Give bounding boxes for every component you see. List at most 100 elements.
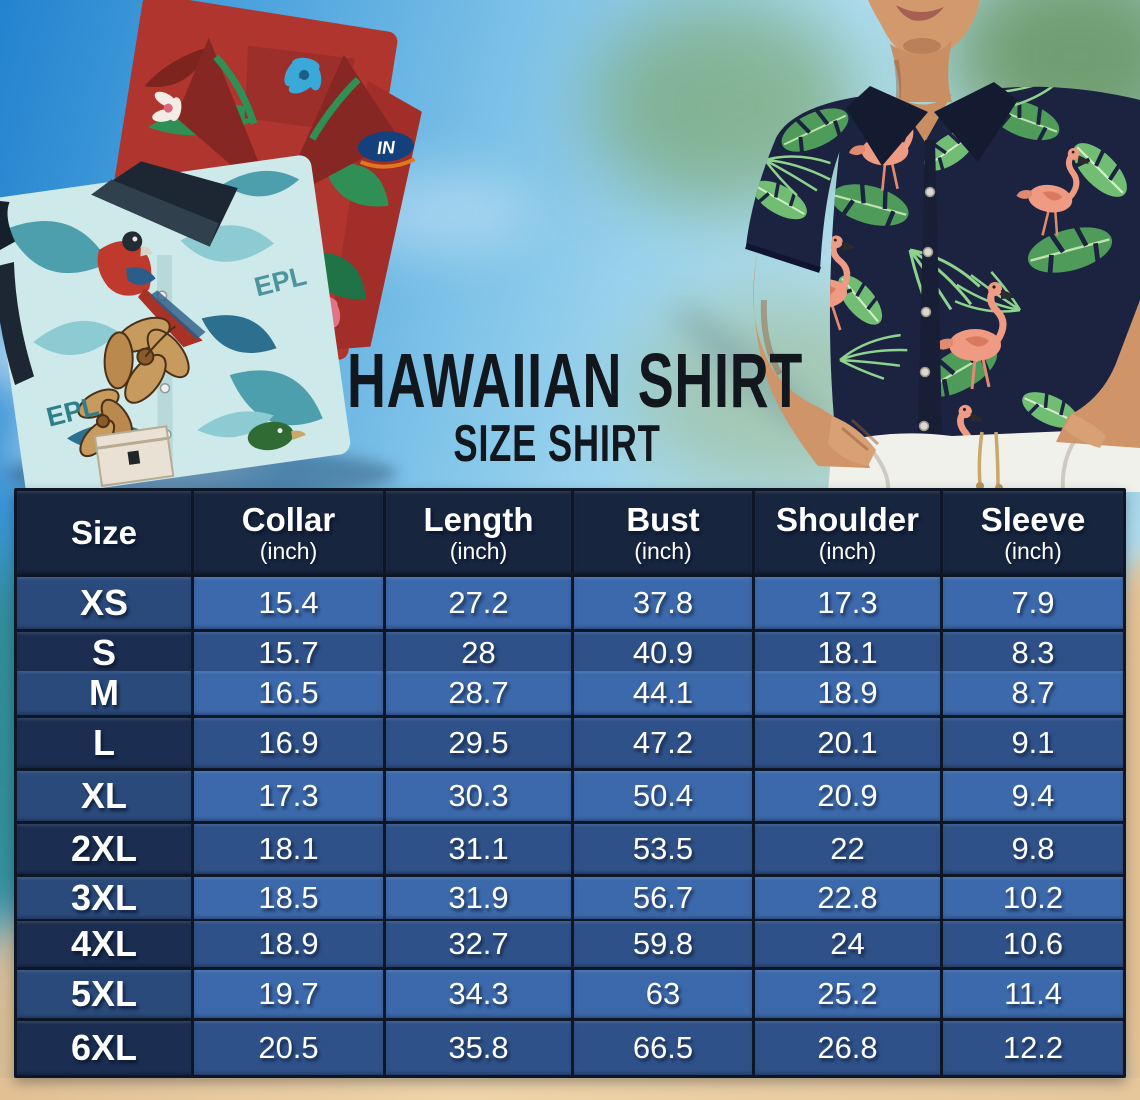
measurement-value: 28.7	[386, 671, 571, 715]
measurement-value: 27.2	[386, 577, 571, 629]
plumeria-flower	[152, 91, 182, 122]
measurement-value: 47.2	[574, 718, 752, 768]
size-label: XL	[17, 771, 191, 821]
measurement-value: 20.1	[755, 718, 940, 768]
size-row-s: S 15.7 28 40.9 18.1 8.3	[17, 632, 1123, 674]
column-header-collar: Collar (inch)	[194, 491, 383, 574]
measurement-value: 40.9	[574, 632, 752, 674]
column-header-length: Length (inch)	[386, 491, 571, 574]
parrot	[97, 231, 206, 348]
chest-pocket	[93, 425, 175, 488]
measurement-value: 53.5	[574, 824, 752, 874]
measurement-value: 59.8	[574, 921, 752, 967]
size-row-xs: XS 15.4 27.2 37.8 17.3 7.9	[17, 577, 1123, 629]
measurement-value: 34.3	[386, 970, 571, 1018]
size-row-m: M 16.5 28.7 44.1 18.9 8.7	[17, 671, 1123, 715]
measurement-value: 20.5	[194, 1021, 383, 1075]
measurement-value: 28	[386, 632, 571, 674]
measurement-value: 19.7	[194, 970, 383, 1018]
size-label: L	[17, 718, 191, 768]
measurement-value: 44.1	[574, 671, 752, 715]
measurement-value: 18.1	[755, 632, 940, 674]
measurement-value: 15.7	[194, 632, 383, 674]
shirt-buttons	[918, 186, 936, 432]
measurement-value: 22.8	[755, 877, 940, 919]
tan-hibiscus	[103, 316, 190, 404]
size-row-3xl: 3XL 18.5 31.9 56.7 22.8 10.2	[17, 877, 1123, 919]
measurement-value: 11.4	[943, 970, 1123, 1018]
size-label: M	[17, 671, 191, 715]
green-bird	[247, 421, 306, 451]
beach-sand-strip	[0, 1078, 1140, 1100]
title-block: HAWAIIAN SHIRT SIZE SHIRT	[257, 338, 857, 473]
measurement-value: 26.8	[755, 1021, 940, 1075]
model-photo	[745, 0, 1140, 492]
measurement-value: 30.3	[386, 771, 571, 821]
drawstring	[977, 431, 1000, 487]
column-header-shoulder: Shoulder (inch)	[755, 491, 940, 574]
teal-hawaiian-shirt: EPL EPL	[0, 155, 351, 497]
measurement-value: 18.5	[194, 877, 383, 919]
measurement-value: 63	[574, 970, 752, 1018]
folded-shirts-photo: M	[0, 0, 422, 500]
lips	[896, 5, 944, 21]
measurement-value: 18.1	[194, 824, 383, 874]
size-row-5xl: 5XL 19.7 34.3 63 25.2 11.4	[17, 970, 1123, 1018]
flamingo-shirt	[745, 82, 1140, 477]
size-row-l: L 16.9 29.5 47.2 20.1 9.1	[17, 718, 1123, 768]
size-label: S	[17, 632, 191, 674]
measurement-value: 66.5	[574, 1021, 752, 1075]
page-title: HAWAIIAN SHIRT	[347, 338, 803, 424]
measurement-value: 31.9	[386, 877, 571, 919]
measurement-value: 9.1	[943, 718, 1123, 768]
measurement-value: 25.2	[755, 970, 940, 1018]
size-chart-table: Size Collar (inch) Length (inch) Bust (inch) Sh…	[14, 488, 1126, 1078]
measurement-value: 50.4	[574, 771, 752, 821]
size-row-2xl: 2XL 18.1 31.1 53.5 22 9.8	[17, 824, 1123, 874]
measurement-value: 24	[755, 921, 940, 967]
measurement-value: 37.8	[574, 577, 752, 629]
table-header-row: Size Collar (inch) Length (inch) Bust (inch) Sh…	[17, 491, 1123, 574]
measurement-value: 18.9	[755, 671, 940, 715]
blue-hibiscus	[284, 57, 322, 94]
measurement-value: 8.3	[943, 632, 1123, 674]
size-label: XS	[17, 577, 191, 629]
measurement-value: 10.6	[943, 921, 1123, 967]
model-neck-and-chin	[868, 0, 980, 102]
size-row-4xl: 4XL 18.9 32.7 59.8 24 10.6	[17, 921, 1123, 967]
measurement-value: 9.4	[943, 771, 1123, 821]
model-left-arm	[753, 250, 880, 468]
measurement-value: 9.8	[943, 824, 1123, 874]
size-label: 2XL	[17, 824, 191, 874]
sleeve-logo: IN	[357, 131, 416, 169]
measurement-value: 16.9	[194, 718, 383, 768]
measurement-value: 20.9	[755, 771, 940, 821]
page-subtitle: SIZE SHIRT	[453, 415, 661, 473]
measurement-value: 31.1	[386, 824, 571, 874]
column-header-sleeve: Sleeve (inch)	[943, 491, 1123, 574]
measurement-value: 35.8	[386, 1021, 571, 1075]
measurement-value: 16.5	[194, 671, 383, 715]
size-label: 3XL	[17, 877, 191, 919]
measurement-value: 17.3	[755, 577, 940, 629]
size-label: 6XL	[17, 1021, 191, 1075]
size-row-xl: XL 17.3 30.3 50.4 20.9 9.4	[17, 771, 1123, 821]
fabric-fold	[0, 199, 16, 256]
measurement-value: 29.5	[386, 718, 571, 768]
size-label: 4XL	[17, 921, 191, 967]
size-label: 5XL	[17, 970, 191, 1018]
measurement-value: 18.9	[194, 921, 383, 967]
measurement-value: 15.4	[194, 577, 383, 629]
measurement-value: 10.2	[943, 877, 1123, 919]
measurement-value: 8.7	[943, 671, 1123, 715]
measurement-value: 56.7	[574, 877, 752, 919]
measurement-value: 7.9	[943, 577, 1123, 629]
sleeve-hem	[745, 243, 821, 273]
model-right-arm	[1056, 300, 1140, 448]
measurement-value: 32.7	[386, 921, 571, 967]
measurement-value: 17.3	[194, 771, 383, 821]
measurement-value: 22	[755, 824, 940, 874]
column-header-bust: Bust (inch)	[574, 491, 752, 574]
measurement-value: 12.2	[943, 1021, 1123, 1075]
